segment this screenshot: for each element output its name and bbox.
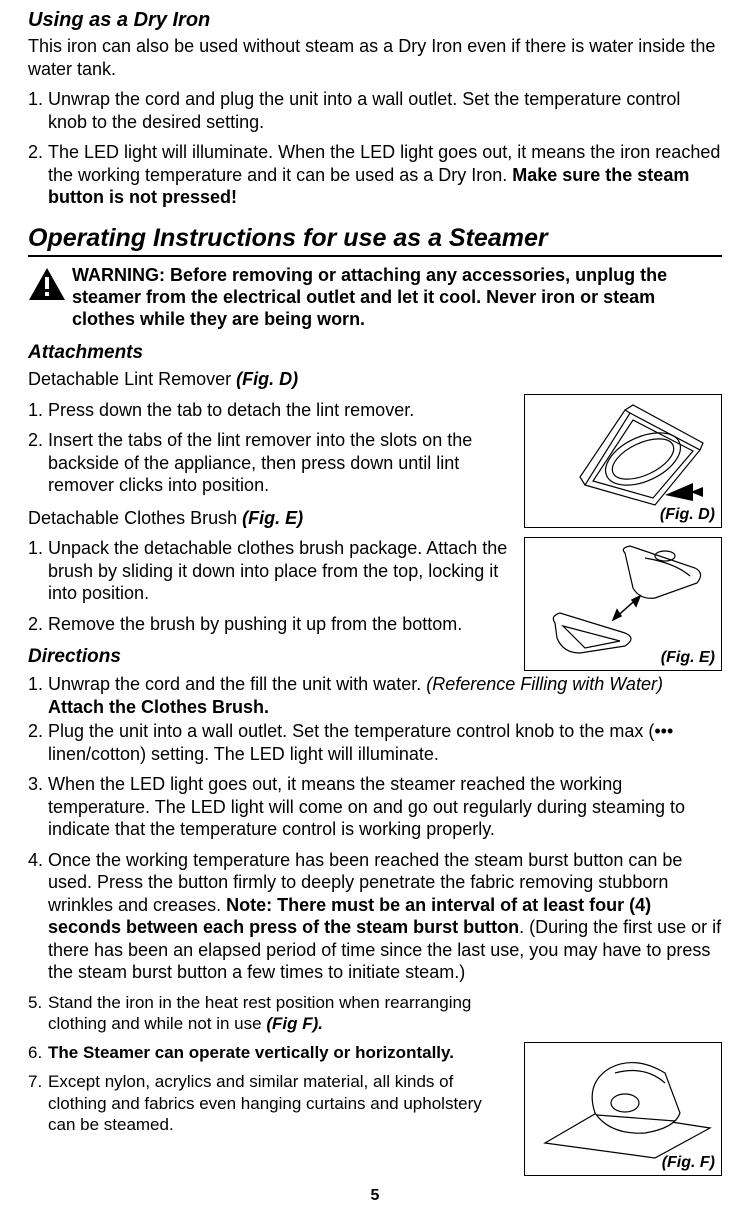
- step-text: Unwrap the cord and the fill the unit wi…: [48, 673, 722, 718]
- step-number: 5.: [28, 992, 48, 1035]
- warning-block: WARNING: Before removing or attaching an…: [28, 265, 722, 331]
- step-number: 1.: [28, 537, 48, 605]
- step-text: Unpack the detachable clothes brush pack…: [48, 537, 518, 605]
- step-text: The LED light will illuminate. When the …: [48, 141, 722, 209]
- brush-step-2: 2. Remove the brush by pushing it up fro…: [28, 613, 518, 636]
- figure-f-box: (Fig. F): [524, 1042, 722, 1176]
- dry-iron-step-2: 2. The LED light will illuminate. When t…: [28, 141, 722, 209]
- step-text: Stand the iron in the heat rest position…: [48, 992, 498, 1035]
- dir-step-1: 1. Unwrap the cord and the fill the unit…: [28, 673, 722, 718]
- step-text: The Steamer can operate vertically or ho…: [48, 1042, 498, 1063]
- step-number: 4.: [28, 849, 48, 984]
- step-number: 6.: [28, 1042, 48, 1063]
- step-number: 2.: [28, 720, 48, 765]
- lint-step-1: 1. Press down the tab to detach the lint…: [28, 399, 518, 422]
- dir-step-3: 3. When the LED light goes out, it means…: [28, 773, 722, 841]
- step-number: 2.: [28, 429, 48, 497]
- step-text: Once the working temperature has been re…: [48, 849, 722, 984]
- step-number: 1.: [28, 88, 48, 133]
- step-text: Press down the tab to detach the lint re…: [48, 399, 518, 422]
- text-bold: Attach the Clothes Brush.: [48, 697, 269, 717]
- page-number: 5: [0, 1186, 750, 1206]
- step-number: 2.: [28, 613, 48, 636]
- warning-icon: [28, 265, 72, 301]
- text-span: Unwrap the cord and the fill the unit wi…: [48, 674, 426, 694]
- figure-f-label: (Fig. F): [662, 1153, 715, 1173]
- text-span: Detachable Lint Remover: [28, 369, 236, 389]
- dir-step-7: 7. Except nylon, acrylics and similar ma…: [28, 1071, 498, 1135]
- dir-step-2: 2. Plug the unit into a wall outlet. Set…: [28, 720, 722, 765]
- step-number: 3.: [28, 773, 48, 841]
- figure-e-box: (Fig. E): [524, 537, 722, 671]
- brush-heading: Detachable Clothes Brush (Fig. E): [28, 507, 518, 530]
- text-span: Detachable Clothes Brush: [28, 508, 242, 528]
- warning-text: WARNING: Before removing or attaching an…: [72, 265, 722, 331]
- figure-d-svg: [525, 395, 721, 513]
- lint-remover-heading: Detachable Lint Remover (Fig. D): [28, 368, 518, 391]
- figure-f-svg: [525, 1043, 721, 1161]
- step-number: 1.: [28, 399, 48, 422]
- step-number: 1.: [28, 673, 48, 718]
- figure-e-label: (Fig. E): [661, 648, 715, 668]
- step-text: When the LED light goes out, it means th…: [48, 773, 722, 841]
- steamer-title: Operating Instructions for use as a Stea…: [28, 223, 722, 257]
- text-span: Stand the iron in the heat rest position…: [48, 993, 471, 1033]
- dir-step-5: 5. Stand the iron in the heat rest posit…: [28, 992, 498, 1035]
- dir-step-6: 6. The Steamer can operate vertically or…: [28, 1042, 498, 1063]
- dry-iron-intro: This iron can also be used without steam…: [28, 35, 722, 80]
- step-text: Unwrap the cord and plug the unit into a…: [48, 88, 722, 133]
- text-italic: (Reference Filling with Water): [426, 674, 663, 694]
- brush-step-1: 1. Unpack the detachable clothes brush p…: [28, 537, 518, 605]
- step-number: 7.: [28, 1071, 48, 1135]
- dir-step-4: 4. Once the working temperature has been…: [28, 849, 722, 984]
- dry-iron-title: Using as a Dry Iron: [28, 8, 722, 33]
- text-ref: (Fig F).: [266, 1014, 323, 1033]
- lint-step-2: 2. Insert the tabs of the lint remover i…: [28, 429, 518, 497]
- text-ref: (Fig. D): [236, 369, 298, 389]
- step-number: 2.: [28, 141, 48, 209]
- step-text: Except nylon, acrylics and similar mater…: [48, 1071, 498, 1135]
- figure-d-label: (Fig. D): [660, 505, 715, 525]
- figure-e-svg: [525, 538, 721, 656]
- dry-iron-step-1: 1. Unwrap the cord and plug the unit int…: [28, 88, 722, 133]
- attachments-title: Attachments: [28, 341, 722, 365]
- step-text: Plug the unit into a wall outlet. Set th…: [48, 720, 722, 765]
- step-text: Remove the brush by pushing it up from t…: [48, 613, 518, 636]
- step-text: Insert the tabs of the lint remover into…: [48, 429, 518, 497]
- figure-d-box: (Fig. D): [524, 394, 722, 528]
- text-ref: (Fig. E): [242, 508, 303, 528]
